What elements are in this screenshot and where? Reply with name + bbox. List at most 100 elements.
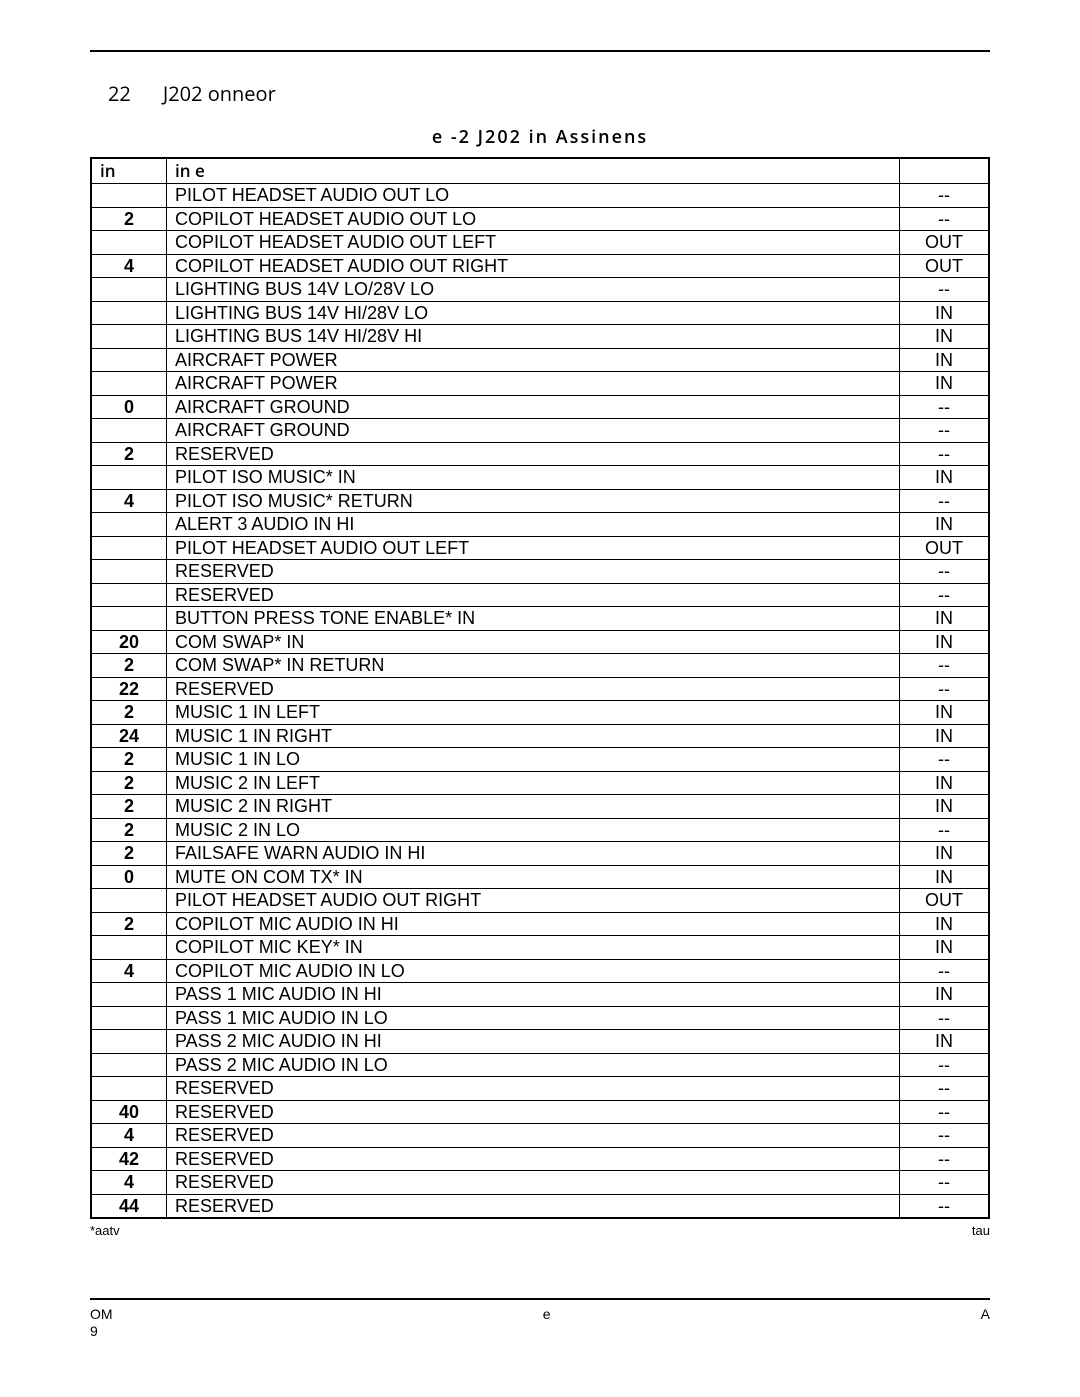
table-row: 2COM SWAP* IN RETURN-- bbox=[91, 654, 989, 678]
table-row: 2MUSIC 2 IN RIGHTIN bbox=[91, 795, 989, 819]
cell-pin bbox=[91, 325, 167, 349]
cell-io: -- bbox=[900, 489, 990, 513]
cell-pin bbox=[91, 231, 167, 255]
table-row: PASS 2 MIC AUDIO IN LO-- bbox=[91, 1053, 989, 1077]
cell-name: RESERVED bbox=[167, 677, 900, 701]
cell-io: OUT bbox=[900, 536, 990, 560]
table-row: PASS 1 MIC AUDIO IN HIIN bbox=[91, 983, 989, 1007]
cell-pin: 2 bbox=[91, 795, 167, 819]
table-row: 2FAILSAFE WARN AUDIO IN HIIN bbox=[91, 842, 989, 866]
table-row: 2MUSIC 1 IN LEFTIN bbox=[91, 701, 989, 725]
cell-pin bbox=[91, 583, 167, 607]
table-row: LIGHTING BUS 14V HI/28V LOIN bbox=[91, 301, 989, 325]
cell-io: IN bbox=[900, 348, 990, 372]
table-row: RESERVED-- bbox=[91, 560, 989, 584]
cell-name: AIRCRAFT GROUND bbox=[167, 419, 900, 443]
cell-pin bbox=[91, 348, 167, 372]
table-row: 0AIRCRAFT GROUND-- bbox=[91, 395, 989, 419]
cell-io: IN bbox=[900, 1030, 990, 1054]
cell-name: AIRCRAFT POWER bbox=[167, 348, 900, 372]
cell-name: RESERVED bbox=[167, 1171, 900, 1195]
cell-io: -- bbox=[900, 1171, 990, 1195]
cell-io: -- bbox=[900, 1147, 990, 1171]
cell-name: ALERT 3 AUDIO IN HI bbox=[167, 513, 900, 537]
cell-pin bbox=[91, 889, 167, 913]
cell-io: -- bbox=[900, 1006, 990, 1030]
cell-io: -- bbox=[900, 278, 990, 302]
cell-io: OUT bbox=[900, 254, 990, 278]
cell-pin bbox=[91, 372, 167, 396]
footer-left-bot: 9 bbox=[90, 1323, 113, 1340]
cell-name: PILOT ISO MUSIC* RETURN bbox=[167, 489, 900, 513]
table-footnote: *aatv tau bbox=[90, 1223, 990, 1238]
cell-name: MUSIC 1 IN RIGHT bbox=[167, 724, 900, 748]
table-row: 4COPILOT HEADSET AUDIO OUT RIGHTOUT bbox=[91, 254, 989, 278]
table-row: 22RESERVED-- bbox=[91, 677, 989, 701]
cell-io: -- bbox=[900, 959, 990, 983]
table-row: 44RESERVED-- bbox=[91, 1194, 989, 1218]
cell-name: BUTTON PRESS TONE ENABLE* IN bbox=[167, 607, 900, 631]
cell-name: MUSIC 1 IN LEFT bbox=[167, 701, 900, 725]
cell-io: IN bbox=[900, 983, 990, 1007]
cell-io: -- bbox=[900, 184, 990, 208]
cell-pin: 4 bbox=[91, 959, 167, 983]
footer-left-top: OM bbox=[90, 1306, 113, 1323]
footer-center: e bbox=[543, 1306, 551, 1340]
cell-pin bbox=[91, 184, 167, 208]
cell-io: IN bbox=[900, 865, 990, 889]
footer-center-text: e bbox=[543, 1306, 551, 1323]
table-row: PILOT ISO MUSIC* ININ bbox=[91, 466, 989, 490]
footer-right: A bbox=[981, 1306, 990, 1340]
cell-name: COPILOT MIC KEY* IN bbox=[167, 936, 900, 960]
cell-pin bbox=[91, 560, 167, 584]
cell-io: IN bbox=[900, 795, 990, 819]
cell-pin: 0 bbox=[91, 865, 167, 889]
cell-name: LIGHTING BUS 14V HI/28V HI bbox=[167, 325, 900, 349]
cell-pin: 44 bbox=[91, 1194, 167, 1218]
cell-pin bbox=[91, 278, 167, 302]
cell-name: COM SWAP* IN RETURN bbox=[167, 654, 900, 678]
cell-pin: 2 bbox=[91, 818, 167, 842]
table-row: 4PILOT ISO MUSIC* RETURN-- bbox=[91, 489, 989, 513]
cell-name: PASS 1 MIC AUDIO IN HI bbox=[167, 983, 900, 1007]
cell-name: COPILOT MIC AUDIO IN LO bbox=[167, 959, 900, 983]
table-row: LIGHTING BUS 14V LO/28V LO-- bbox=[91, 278, 989, 302]
table-row: 2COPILOT HEADSET AUDIO OUT LO-- bbox=[91, 207, 989, 231]
cell-name: COPILOT MIC AUDIO IN HI bbox=[167, 912, 900, 936]
table-row: RESERVED-- bbox=[91, 1077, 989, 1101]
cell-io: IN bbox=[900, 842, 990, 866]
cell-pin bbox=[91, 536, 167, 560]
cell-pin bbox=[91, 301, 167, 325]
table-row: 20COM SWAP* ININ bbox=[91, 630, 989, 654]
table-row: PILOT HEADSET AUDIO OUT RIGHTOUT bbox=[91, 889, 989, 913]
footer-left: OM 9 bbox=[90, 1306, 113, 1340]
footnote-right: tau bbox=[972, 1223, 990, 1238]
cell-name: COPILOT HEADSET AUDIO OUT LO bbox=[167, 207, 900, 231]
cell-name: PILOT HEADSET AUDIO OUT LO bbox=[167, 184, 900, 208]
cell-io: -- bbox=[900, 207, 990, 231]
cell-pin: 2 bbox=[91, 701, 167, 725]
cell-name: COPILOT HEADSET AUDIO OUT LEFT bbox=[167, 231, 900, 255]
cell-io: IN bbox=[900, 771, 990, 795]
table-row: PILOT HEADSET AUDIO OUT LO-- bbox=[91, 184, 989, 208]
cell-pin: 2 bbox=[91, 771, 167, 795]
cell-io: IN bbox=[900, 325, 990, 349]
header-pin: in bbox=[91, 158, 167, 184]
cell-io: -- bbox=[900, 654, 990, 678]
table-row: ALERT 3 AUDIO IN HIIN bbox=[91, 513, 989, 537]
cell-pin: 2 bbox=[91, 748, 167, 772]
cell-pin bbox=[91, 1077, 167, 1101]
table-row: COPILOT MIC KEY* ININ bbox=[91, 936, 989, 960]
table-row: COPILOT HEADSET AUDIO OUT LEFTOUT bbox=[91, 231, 989, 255]
table-row: 2MUSIC 1 IN LO-- bbox=[91, 748, 989, 772]
table-header-row: in in e bbox=[91, 158, 989, 184]
cell-pin bbox=[91, 466, 167, 490]
cell-io: -- bbox=[900, 395, 990, 419]
cell-io: -- bbox=[900, 442, 990, 466]
table-row: AIRCRAFT POWERIN bbox=[91, 348, 989, 372]
bottom-divider bbox=[90, 1298, 990, 1300]
cell-pin bbox=[91, 936, 167, 960]
cell-pin: 4 bbox=[91, 254, 167, 278]
cell-io: IN bbox=[900, 724, 990, 748]
cell-io: IN bbox=[900, 701, 990, 725]
